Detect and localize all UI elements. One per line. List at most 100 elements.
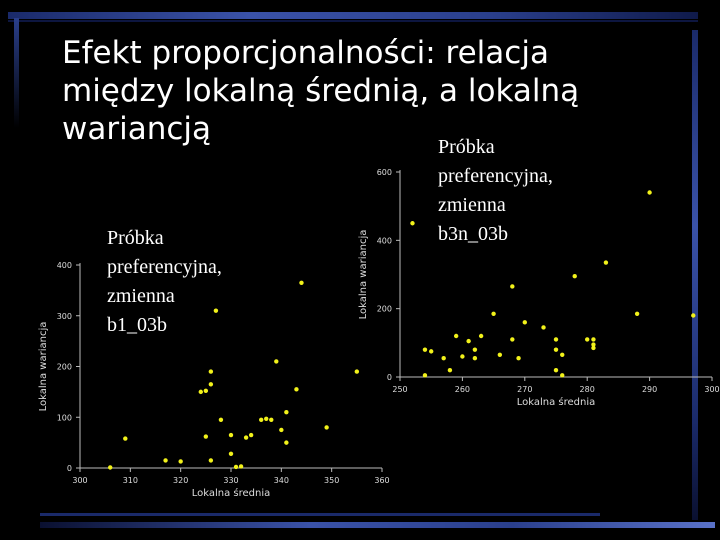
left-x-tick-label: 350 xyxy=(324,476,339,485)
left-decorative-bar xyxy=(14,18,19,128)
right-data-point xyxy=(560,352,565,357)
right-data-point xyxy=(585,337,590,342)
left-data-point xyxy=(213,308,219,313)
left-data-point xyxy=(123,436,128,441)
right-x-tick-label: 260 xyxy=(455,385,470,394)
title-line: między lokalną średnią, a lokalną xyxy=(62,73,580,109)
right-y-tick-label: 200 xyxy=(377,305,392,314)
right-data-point xyxy=(691,313,696,318)
right-y-axis-label: Lokalna wariancja xyxy=(358,230,369,320)
caption-line: Próbka xyxy=(107,227,164,249)
right-data-point xyxy=(441,356,446,361)
right-data-point xyxy=(516,356,521,361)
left-data-point xyxy=(208,369,214,374)
left-data-point xyxy=(299,280,304,285)
left-x-tick-label: 310 xyxy=(123,476,138,485)
right-x-tick-label: 290 xyxy=(642,385,657,394)
left-data-point xyxy=(203,388,209,394)
right-y-tick-label: 400 xyxy=(377,236,392,245)
left-data-point xyxy=(218,417,224,422)
left-data-point xyxy=(238,464,244,469)
left-y-tick-label: 0 xyxy=(67,464,72,473)
right-data-point xyxy=(491,311,496,316)
left-data-point xyxy=(178,459,183,464)
top-decorative-bar xyxy=(8,12,698,19)
right-x-tick-label: 300 xyxy=(704,385,719,394)
right-data-point xyxy=(497,352,503,357)
bottom-decorative-line xyxy=(40,513,600,516)
left-x-axis-label: Lokalna średnia xyxy=(192,487,271,499)
caption-line: zmienna xyxy=(438,194,506,216)
left-y-tick-label: 200 xyxy=(57,363,72,372)
right-data-point xyxy=(453,333,459,339)
caption-line: preferencyjna, xyxy=(107,256,222,278)
right-data-point xyxy=(591,345,596,351)
right-chart-caption: Próbka preferencyjna, zmienna b3n_03b xyxy=(438,133,598,249)
top-decorative-line xyxy=(8,20,698,22)
right-data-point xyxy=(634,311,640,316)
left-data-point xyxy=(284,440,289,445)
caption-line: preferencyjna, xyxy=(438,165,553,187)
left-x-tick-label: 360 xyxy=(374,476,389,485)
left-data-point xyxy=(269,417,274,422)
right-decorative-bar xyxy=(692,30,698,520)
left-data-point xyxy=(198,389,203,395)
left-data-point xyxy=(294,387,299,392)
right-data-point xyxy=(553,347,559,352)
right-y-tick-label: 600 xyxy=(377,168,392,177)
right-data-point xyxy=(560,373,565,378)
right-data-point xyxy=(572,274,577,279)
left-data-point xyxy=(243,435,249,440)
right-data-point xyxy=(472,356,478,361)
right-x-tick-label: 280 xyxy=(580,385,595,394)
left-data-point xyxy=(354,369,360,374)
right-data-point xyxy=(466,338,471,344)
left-data-point xyxy=(324,425,329,430)
left-y-axis-label: Lokalna wariancja xyxy=(38,322,49,412)
title-line: Efekt proporcjonalności: relacja xyxy=(62,35,549,71)
left-data-point xyxy=(274,359,279,364)
right-data-point xyxy=(603,260,609,265)
right-y-tick-label: 0 xyxy=(387,373,392,382)
left-data-point xyxy=(264,416,269,421)
right-data-point xyxy=(422,373,428,378)
left-y-tick-label: 100 xyxy=(57,413,72,422)
right-data-point xyxy=(429,349,434,354)
left-y-tick-label: 400 xyxy=(57,261,72,270)
left-y-tick-label: 300 xyxy=(57,312,72,321)
left-data-point xyxy=(208,382,214,387)
right-data-point xyxy=(553,367,559,373)
right-data-point xyxy=(591,342,596,347)
caption-line: Próbka xyxy=(438,136,495,158)
slide-title: Efekt proporcjonalności: relacja między … xyxy=(62,34,662,148)
left-data-point xyxy=(279,427,284,433)
right-data-point xyxy=(447,367,453,373)
right-data-point xyxy=(522,320,527,325)
left-x-tick-label: 330 xyxy=(223,476,238,485)
left-data-point xyxy=(284,409,289,415)
right-data-point xyxy=(460,354,465,359)
left-data-point xyxy=(228,451,234,456)
right-data-point xyxy=(647,190,652,195)
left-data-point xyxy=(228,432,234,438)
right-x-axis-label: Lokalna średnia xyxy=(517,396,596,408)
right-data-point xyxy=(510,284,515,289)
right-data-point xyxy=(472,347,478,352)
left-data-point xyxy=(108,465,113,470)
right-data-point xyxy=(553,337,559,342)
right-data-point xyxy=(478,333,484,339)
left-data-point xyxy=(203,434,209,439)
left-x-tick-label: 340 xyxy=(274,476,289,485)
title-line: wariancją xyxy=(62,111,212,147)
left-chart-caption: Próbka preferencyjna, zmienna b1_03b xyxy=(107,224,267,340)
right-data-point xyxy=(591,337,596,342)
left-data-point xyxy=(233,464,239,470)
left-data-point xyxy=(248,432,254,438)
left-data-point xyxy=(259,417,264,422)
right-data-point xyxy=(422,347,428,352)
left-data-point xyxy=(163,458,168,463)
left-data-point xyxy=(208,458,214,463)
right-data-point xyxy=(410,221,415,226)
caption-line: zmienna xyxy=(107,285,175,307)
